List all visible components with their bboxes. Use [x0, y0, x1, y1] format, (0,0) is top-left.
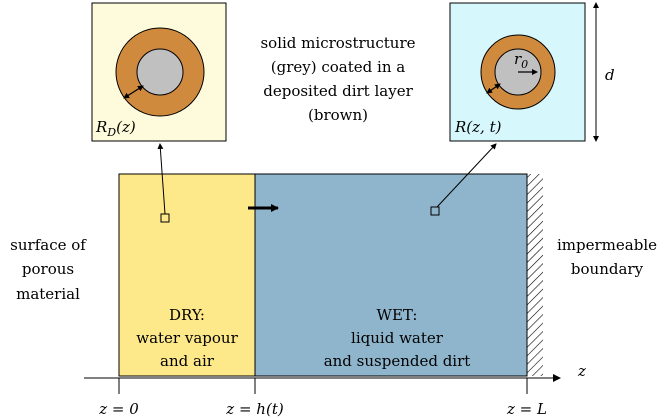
axis-label: z	[577, 362, 586, 380]
microstructure-caption: solid microstructure (grey) coated in a …	[260, 34, 415, 124]
dry-radius-arrow	[123, 85, 144, 99]
tick-label-zh: z = h(t)	[225, 400, 284, 418]
dry-solid-core	[136, 48, 184, 96]
wet-region	[254, 173, 528, 377]
svg-text:(grey) coated in a: (grey) coated in a	[271, 58, 405, 76]
svg-text:and air: and air	[160, 352, 215, 370]
svg-text:solid microstructure: solid microstructure	[260, 34, 415, 52]
wet-sample-point	[430, 206, 440, 216]
tick-label-zL: z = L	[506, 400, 547, 418]
dry-region-label: DRY: water vapour and air	[136, 306, 238, 370]
svg-text:and suspended dirt: and suspended dirt	[324, 352, 471, 370]
svg-text:DRY:: DRY:	[169, 306, 205, 324]
dry-radius-label: RD(z)	[95, 118, 136, 139]
svg-text:deposited dirt layer: deposited dirt layer	[263, 82, 413, 100]
wet-leader-line	[436, 143, 497, 208]
svg-text:water vapour: water vapour	[136, 329, 238, 347]
svg-text:(brown): (brown)	[308, 106, 368, 124]
core-radius-label: r0	[514, 50, 528, 71]
svg-text:material: material	[16, 285, 80, 303]
height-label: d	[605, 66, 615, 84]
dry-leader-line	[157, 143, 166, 215]
impermeable-boundary-label: impermeable boundary	[557, 236, 657, 278]
dry-pore-inset: RD(z)	[91, 2, 227, 142]
wet-region-label: WET: liquid water and suspended dirt	[324, 306, 471, 370]
inset-height-indicator: d	[593, 2, 615, 142]
dry-region	[118, 173, 256, 377]
svg-text:liquid water: liquid water	[351, 329, 444, 347]
svg-text:porous: porous	[22, 260, 74, 278]
svg-text:boundary: boundary	[571, 260, 644, 278]
impermeable-boundary-hatch	[527, 174, 543, 376]
surface-label: surface of porous material	[10, 236, 87, 303]
svg-text:WET:: WET:	[377, 306, 418, 324]
wet-pore-inset: r0 R(z, t)	[449, 2, 586, 142]
wet-radius-arrow	[486, 83, 501, 94]
tick-label-z0: z = 0	[98, 400, 139, 418]
svg-text:impermeable: impermeable	[557, 236, 657, 254]
wet-radius-label: R(z, t)	[454, 118, 502, 136]
svg-text:surface of: surface of	[10, 236, 87, 254]
z-axis: z z = 0 z = h(t) z = L	[84, 362, 586, 418]
